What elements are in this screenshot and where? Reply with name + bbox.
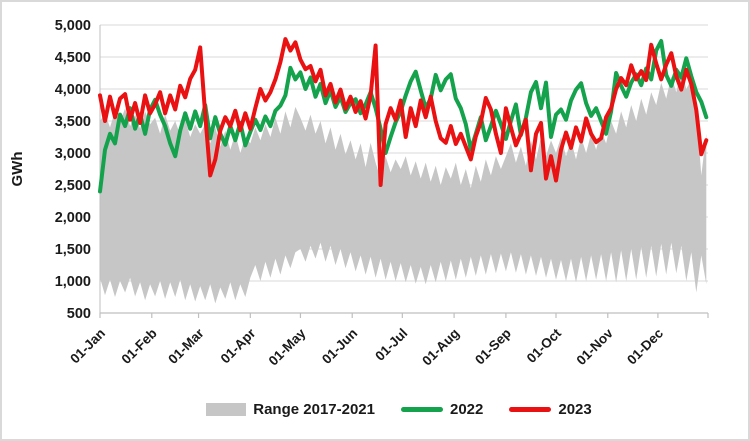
x-tick-label: 01-Mar — [165, 325, 207, 367]
x-tick-label: 01-Sep — [472, 326, 514, 368]
x-tick-label: 01-May — [266, 325, 309, 368]
x-tick-label: 01-Jun — [319, 326, 360, 367]
series-line-2023 — [98, 37, 709, 187]
y-tick-label: 5,000 — [55, 18, 91, 34]
legend-item-range: Range 2017-2021 — [206, 401, 375, 418]
x-tick-label: 01-Feb — [119, 326, 160, 367]
legend-range-label: Range 2017-2021 — [253, 401, 375, 418]
legend-2022-label: 2022 — [450, 401, 484, 418]
x-tick-label: 01-Jan — [67, 326, 108, 367]
line-2022-swatch — [401, 407, 443, 412]
range-band-area — [100, 69, 707, 304]
series-line-2022 — [98, 39, 709, 194]
legend-item-2022: 2022 — [401, 401, 483, 418]
y-tick-label: 1,000 — [55, 274, 91, 290]
line-2023-swatch — [509, 407, 552, 412]
y-tick-label: 500 — [67, 306, 91, 322]
y-tick-label: 3,500 — [55, 114, 91, 130]
y-tick-label: 2,000 — [55, 210, 91, 226]
x-tick-label: 01-Jul — [372, 326, 410, 364]
legend-item-2023: 2023 — [509, 401, 592, 418]
y-tick-label: 2,500 — [55, 178, 91, 194]
legend-2023-label: 2023 — [558, 401, 592, 418]
legend: Range 2017-2021 2022 2023 — [0, 401, 750, 418]
y-tick-label: 4,000 — [55, 82, 91, 98]
y-tick-label: 4,500 — [55, 50, 91, 66]
x-tick-label: 01-Apr — [218, 325, 259, 366]
y-tick-label: 1,500 — [55, 242, 91, 258]
y-tick-label: 3,000 — [55, 146, 91, 162]
y-axis-title: GWh — [9, 152, 26, 187]
x-tick-label: 01-Nov — [573, 325, 616, 368]
x-tick-label: 01-Aug — [419, 326, 462, 369]
x-tick-label: 01-Oct — [524, 325, 565, 366]
range-band-swatch — [206, 403, 247, 416]
x-tick-label: 01-Dec — [624, 325, 666, 367]
